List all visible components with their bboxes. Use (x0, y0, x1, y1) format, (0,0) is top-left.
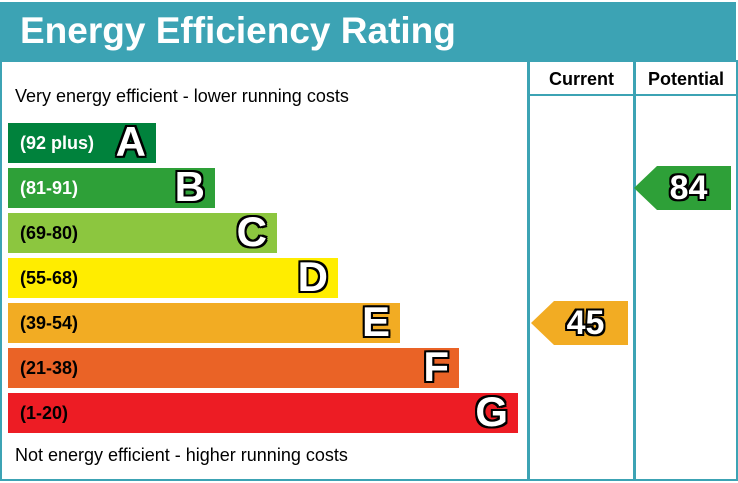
band-row-g: (1-20) G (8, 388, 518, 435)
band-range-label: (39-54) (20, 313, 79, 333)
potential-column-divider (633, 60, 636, 481)
bottom-note: Not energy efficient - higher running co… (15, 445, 348, 465)
chart-title: Energy Efficiency Rating (20, 10, 456, 51)
column-header-potential: Potential (647, 69, 724, 89)
band-row-d: (55-68) D (8, 253, 338, 300)
band-letter: A (115, 118, 146, 165)
band-row-a: (92 plus) A (8, 118, 156, 165)
top-note: Very energy efficient - lower running co… (15, 86, 349, 106)
column-header-current: Current (548, 69, 614, 89)
band-letter: D (297, 253, 328, 300)
band-range-label: (81-91) (20, 178, 79, 198)
potential-rating-arrow: 84 (634, 166, 731, 210)
current-column-divider (527, 60, 530, 481)
band-row-b: (81-91) B (8, 163, 215, 210)
potential-rating-value: 84 (669, 169, 708, 207)
chart-title-bar: Energy Efficiency Rating (0, 2, 736, 60)
band-row-e: (39-54) E (8, 298, 400, 345)
band-range-label: (69-80) (20, 223, 79, 243)
band-letter: F (423, 343, 449, 390)
current-rating-value: 45 (566, 304, 605, 342)
header-underline (527, 94, 738, 96)
band-range-label: (92 plus) (20, 133, 95, 153)
band-letter: G (475, 388, 508, 435)
band-letter: B (174, 163, 205, 210)
band-range-label: (21-38) (20, 358, 79, 378)
current-rating-arrow: 45 (531, 301, 628, 345)
band-row-c: (69-80) C (8, 208, 277, 255)
band-letter: E (361, 298, 390, 345)
band-row-f: (21-38) F (8, 343, 459, 390)
band-range-label: (55-68) (20, 268, 79, 288)
band-letter: C (236, 208, 267, 255)
band-range-label: (1-20) (20, 403, 69, 423)
